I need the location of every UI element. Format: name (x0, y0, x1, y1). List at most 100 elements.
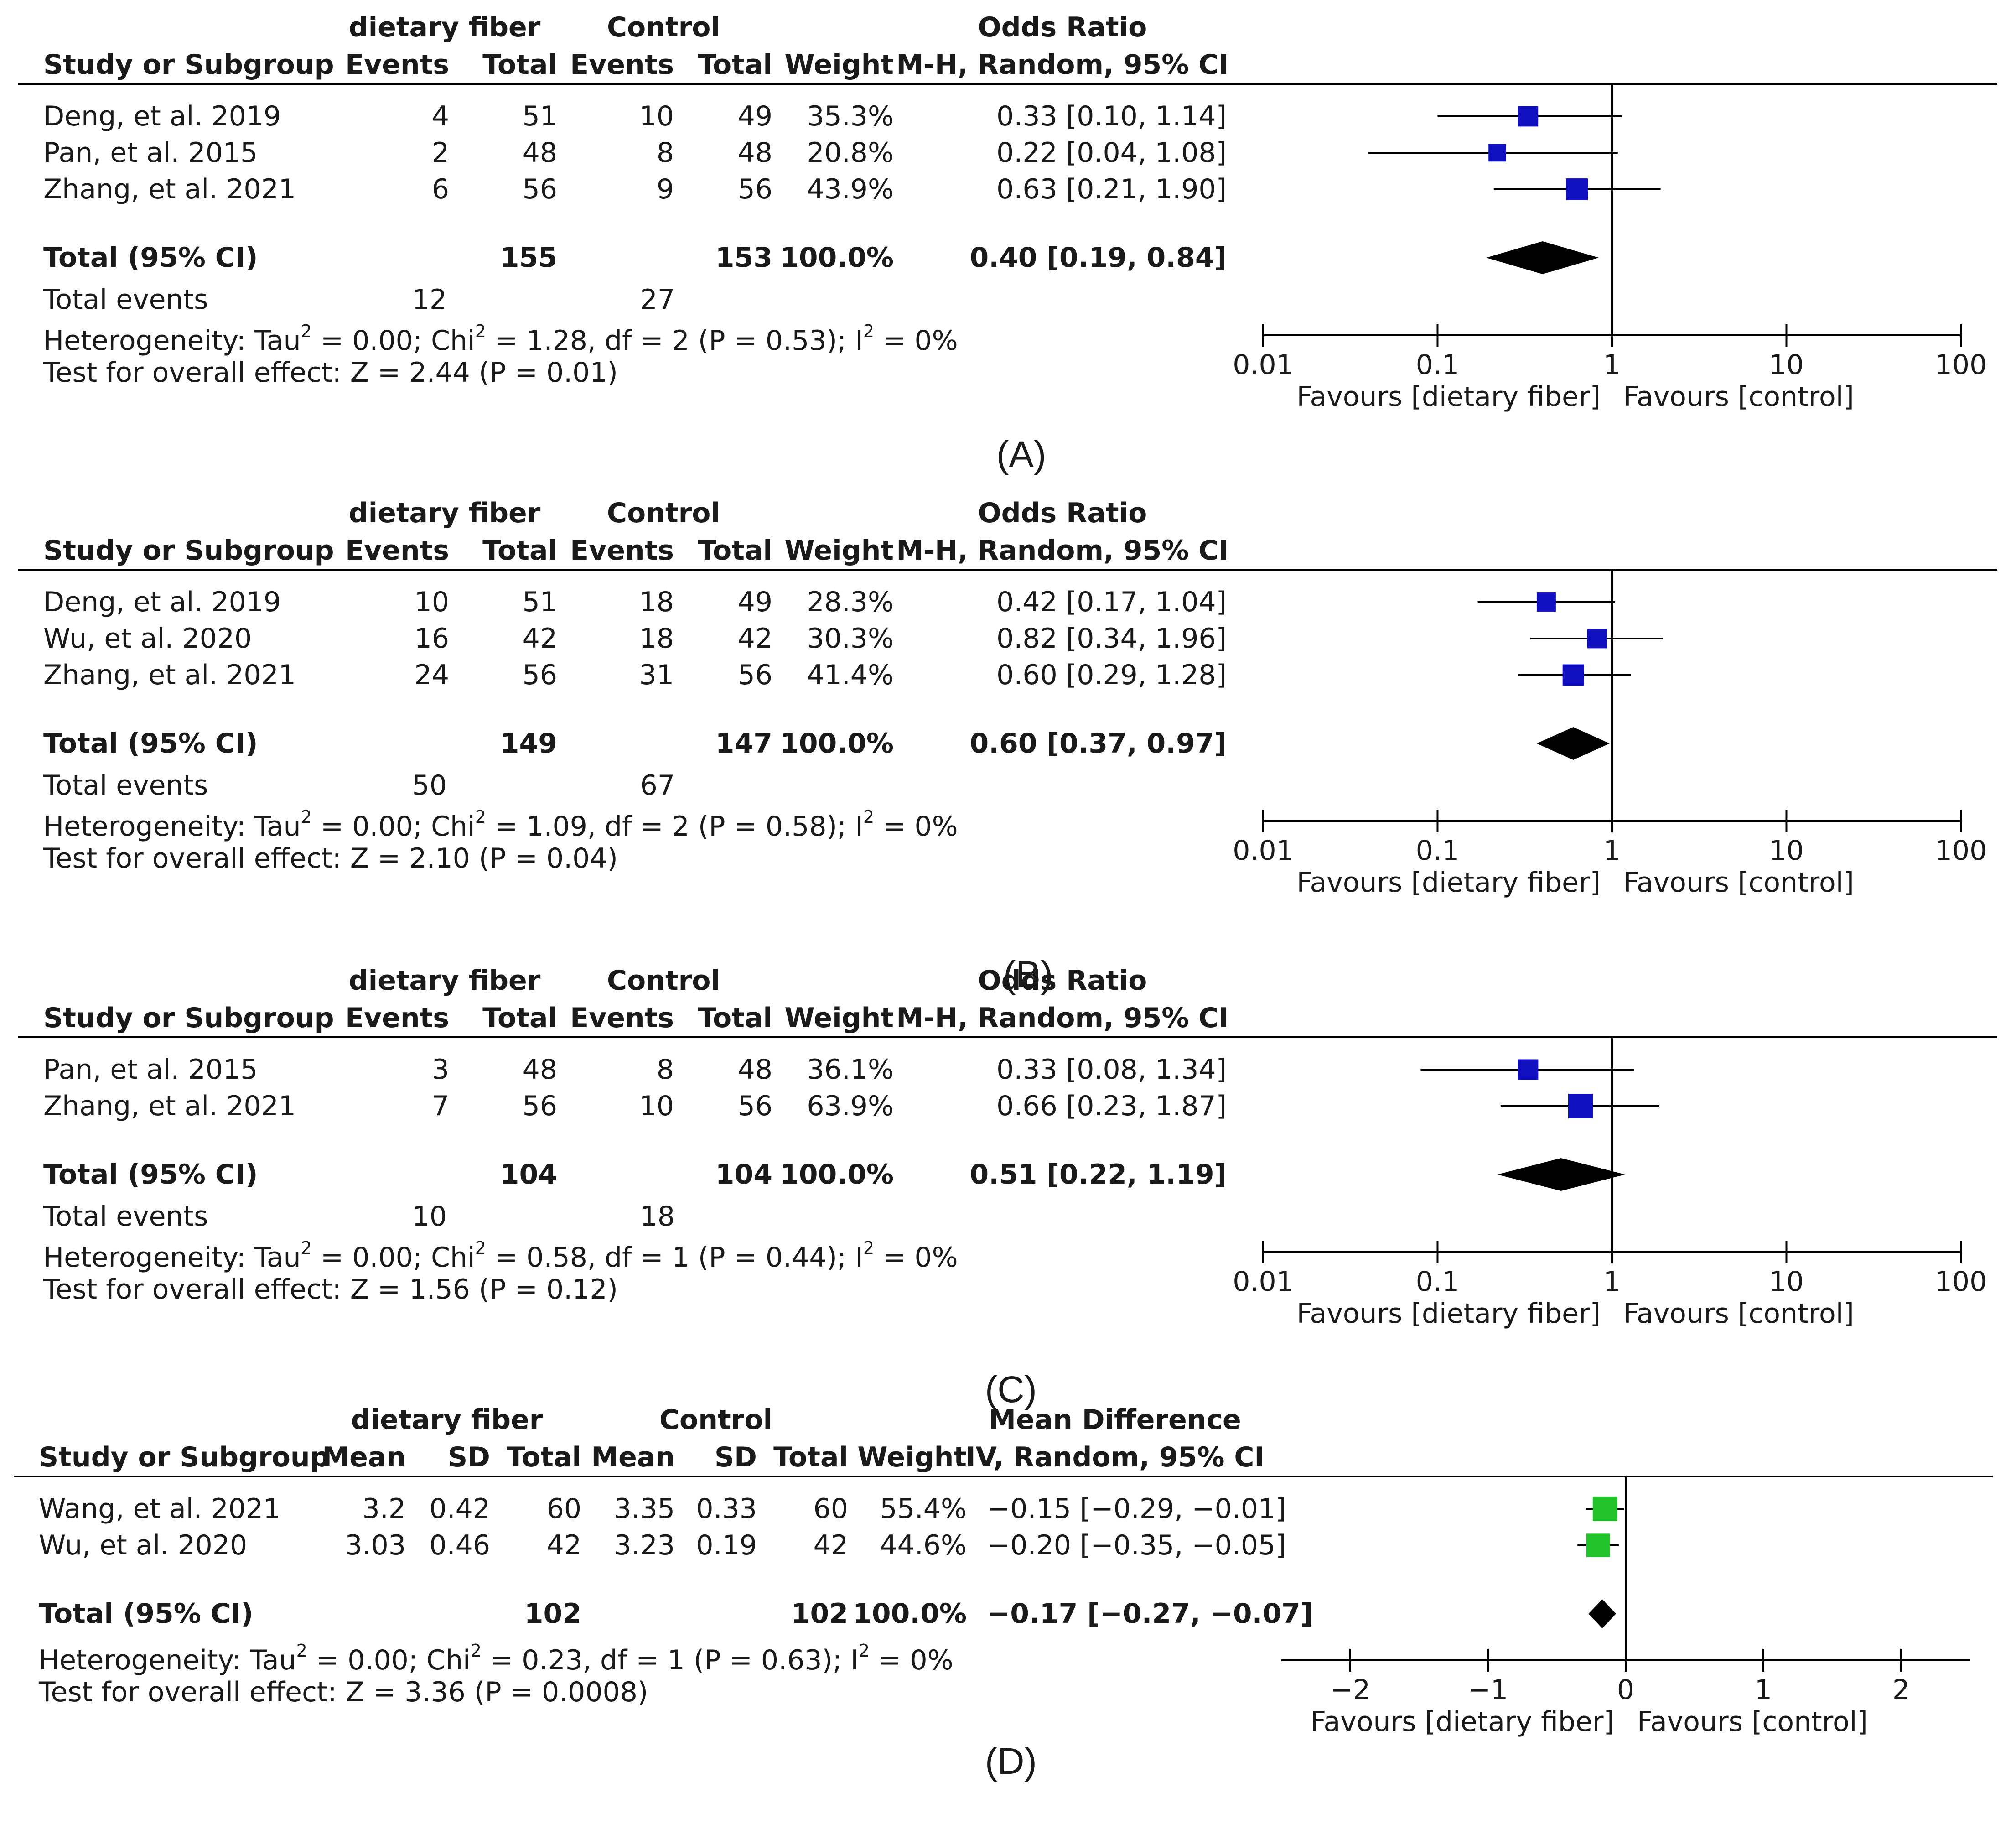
study-name: Pan, et al. 2015 (43, 137, 258, 169)
column-total-exp: Total (482, 1002, 557, 1034)
favours-left-label: Favours [dietary fiber] (1296, 381, 1601, 413)
x-tick-label: 0.1 (1416, 835, 1459, 867)
column-events-ctl: Events (570, 535, 674, 566)
events-exp: 4 (431, 100, 449, 132)
overall-effect-text: Test for overall effect: Z = 2.44 (P = 0… (43, 357, 618, 389)
study-weight: 20.8% (807, 137, 894, 169)
events-ctl: 31 (639, 659, 674, 691)
study-name: Zhang, et al. 2021 (43, 659, 296, 691)
x-tick-label: 100 (1935, 349, 1987, 381)
heterogeneity-part: = 0% (874, 325, 958, 357)
study-ci: 0.33 [0.10, 1.14] (996, 100, 1227, 132)
superscript: 2 (301, 1238, 312, 1258)
heterogeneity-part: = 0.00; Chi (311, 1242, 475, 1273)
effect-title: Odds Ratio (978, 497, 1147, 529)
pooled-diamond (1588, 1599, 1616, 1628)
study-weight: 41.4% (807, 659, 894, 691)
pooled-ci: −0.17 [−0.27, −0.07] (987, 1598, 1313, 1630)
heterogeneity-text: Heterogeneity: Tau2 = 0.00; Chi2 = 0.58,… (43, 1239, 958, 1271)
total-ctl: 48 (737, 1054, 772, 1086)
study-name: Pan, et al. 2015 (43, 1054, 258, 1086)
group-header-experimental: dietary fiber (348, 497, 541, 529)
column-study: Study or Subgroup (39, 1441, 330, 1473)
events-ctl: 8 (656, 137, 674, 169)
heterogeneity-part: = 1.09, df = 2 (P = 0.58); I (486, 811, 863, 842)
column-events-ctl: Events (570, 1002, 674, 1034)
total-exp-sum: 149 (500, 728, 557, 759)
heterogeneity-part: Heterogeneity: Tau (39, 1644, 296, 1676)
column-mean-exp: Mean (322, 1441, 406, 1473)
total-exp: 42 (522, 623, 557, 655)
pooled-ci: 0.51 [0.22, 1.19] (969, 1159, 1227, 1190)
pooled-diamond (1536, 727, 1610, 760)
events-ctl: 18 (639, 586, 674, 618)
total-ctl: 42 (813, 1529, 848, 1561)
study-name: Wang, et al. 2021 (39, 1493, 281, 1525)
study-name: Wu, et al. 2020 (43, 623, 252, 655)
mean-ctl: 3.35 (614, 1493, 675, 1525)
x-tick-label: 0.01 (1233, 349, 1294, 381)
x-tick-label: 0.1 (1416, 1266, 1459, 1298)
total-events-exp: 12 (412, 284, 447, 316)
x-tick-label: 100 (1935, 1266, 1987, 1298)
column-total-ctl: Total (698, 535, 772, 566)
heterogeneity-part: = 0.00; Chi (311, 811, 475, 842)
column-weight: Weight (784, 535, 894, 566)
events-exp: 7 (431, 1090, 449, 1122)
total-weight: 100.0% (780, 728, 894, 759)
x-tick-label: 1 (1603, 1266, 1621, 1298)
study-name: Zhang, et al. 2021 (43, 173, 296, 205)
column-total-ctl: Total (773, 1441, 848, 1473)
x-tick-label: −2 (1330, 1674, 1370, 1706)
study-marker (1586, 1533, 1610, 1557)
events-exp: 2 (431, 137, 449, 169)
heterogeneity-part: = 1.28, df = 2 (P = 0.53); I (486, 325, 863, 357)
study-marker (1518, 106, 1539, 127)
total-label: Total (95% CI) (43, 1159, 258, 1190)
heterogeneity-text: Heterogeneity: Tau2 = 0.00; Chi2 = 1.09,… (43, 808, 958, 840)
column-events-exp: Events (345, 1002, 449, 1034)
column-mean-ctl: Mean (591, 1441, 675, 1473)
column-sd-ctl: SD (714, 1441, 757, 1473)
total-exp-sum: 155 (500, 242, 557, 274)
total-label: Total (95% CI) (43, 242, 258, 274)
total-ctl: 56 (737, 1090, 772, 1122)
events-exp: 10 (414, 586, 449, 618)
favours-right-label: Favours [control] (1637, 1706, 1868, 1738)
events-exp: 6 (431, 173, 449, 205)
group-header-experimental: dietary fiber (348, 11, 541, 43)
heterogeneity-part: = 0% (874, 1242, 958, 1273)
events-exp: 16 (414, 623, 449, 655)
total-ctl: 49 (737, 100, 772, 132)
study-marker (1488, 144, 1506, 162)
total-weight: 100.0% (780, 242, 894, 274)
column-events-exp: Events (345, 49, 449, 81)
x-tick-label: 10 (1769, 1266, 1804, 1298)
pooled-diamond (1497, 1158, 1625, 1191)
events-exp: 24 (414, 659, 449, 691)
forest-plot: 0.01 0.1 1 10 100 Favours [dietary fiber] Favo… (1233, 569, 1987, 899)
x-tick-label: 1 (1603, 349, 1621, 381)
total-events-ctl: 18 (640, 1201, 675, 1232)
total-exp: 51 (522, 100, 557, 132)
total-exp: 60 (546, 1493, 581, 1525)
total-label: Total (95% CI) (39, 1598, 254, 1630)
total-events-label: Total events (43, 1201, 208, 1232)
column-total-exp: Total (507, 1441, 581, 1473)
pooled-diamond (1486, 241, 1599, 274)
study-marker (1568, 1094, 1593, 1118)
total-ctl-sum: 147 (715, 728, 772, 759)
overall-effect-text: Test for overall effect: Z = 1.56 (P = 0… (43, 1273, 618, 1305)
superscript: 2 (475, 321, 486, 341)
overall-effect-text: Test for overall effect: Z = 2.10 (P = 0… (43, 842, 618, 874)
forest-plot: 0.01 0.1 1 10 100 Favours [dietary fiber] Favo… (1233, 83, 1987, 413)
favours-left-label: Favours [dietary fiber] (1310, 1706, 1614, 1738)
effect-title: Odds Ratio (978, 11, 1147, 43)
events-exp: 3 (431, 1054, 449, 1086)
events-ctl: 8 (656, 1054, 674, 1086)
total-exp: 42 (546, 1529, 581, 1561)
x-tick-label: 100 (1935, 835, 1987, 867)
heterogeneity-text: Heterogeneity: Tau2 = 0.00; Chi2 = 0.23,… (39, 1642, 954, 1674)
x-tick-label: 1 (1755, 1674, 1772, 1706)
pooled-ci: 0.40 [0.19, 0.84] (969, 242, 1227, 274)
